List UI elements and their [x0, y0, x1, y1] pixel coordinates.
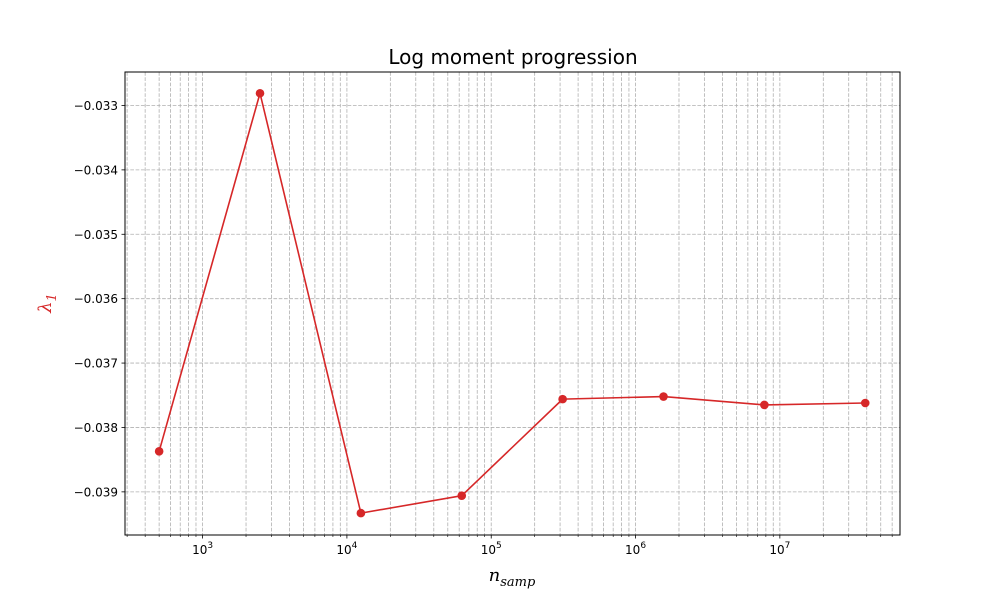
grid [125, 72, 900, 535]
x-tick-label: 106 [625, 541, 646, 557]
x-tick-label-base: 10 [336, 543, 351, 557]
data-point [558, 394, 567, 404]
y-tick-label: −0.033 [74, 99, 118, 113]
x-axis-label: nsamp [489, 565, 536, 590]
x-tick-label: 104 [336, 541, 357, 557]
x-tick-label: 105 [481, 541, 502, 557]
x-axis-label-base: n [489, 565, 501, 586]
x-tick-label-exponent: 6 [640, 541, 646, 551]
x-axis: 103 104 105 106 107 [126, 535, 893, 557]
data-point [154, 446, 164, 456]
data-point [760, 400, 769, 410]
x-tick-label-base: 10 [769, 543, 784, 557]
y-axis-label-subscript: 1 [45, 293, 60, 301]
x-tick-label: 107 [769, 541, 790, 557]
x-tick-label-base: 10 [481, 543, 496, 557]
y-axis: −0.033 −0.034 −0.035 −0.036 −0.037 −0.038 −0.0… [74, 99, 125, 499]
series-layer [154, 88, 870, 518]
y-axis-label: λ1 [35, 293, 60, 314]
x-axis-label-subscript: samp [500, 575, 536, 590]
chart-title: Log moment progression [388, 45, 637, 69]
data-point [356, 508, 366, 518]
data-point [659, 392, 668, 401]
x-tick-label-exponent: 4 [352, 541, 358, 551]
x-tick-label-base: 10 [192, 543, 207, 557]
data-point [255, 88, 265, 98]
y-tick-label: −0.036 [74, 292, 118, 306]
y-tick-label: −0.039 [74, 485, 118, 499]
series-line [158, 92, 866, 514]
x-tick-label-exponent: 5 [496, 541, 502, 551]
y-tick-label: −0.038 [74, 421, 118, 435]
plot-area-frame [124, 71, 901, 536]
x-tick-label-exponent: 3 [207, 541, 213, 551]
data-point [860, 398, 870, 408]
x-tick-label-base: 10 [625, 543, 640, 557]
data-point [457, 491, 467, 501]
x-tick-label: 103 [192, 541, 213, 557]
y-tick-label: −0.035 [74, 228, 118, 242]
x-tick-label-exponent: 7 [785, 541, 791, 551]
y-tick-label: −0.034 [74, 163, 118, 177]
y-tick-label: −0.037 [74, 357, 118, 371]
y-axis-label-base: λ [35, 301, 56, 313]
